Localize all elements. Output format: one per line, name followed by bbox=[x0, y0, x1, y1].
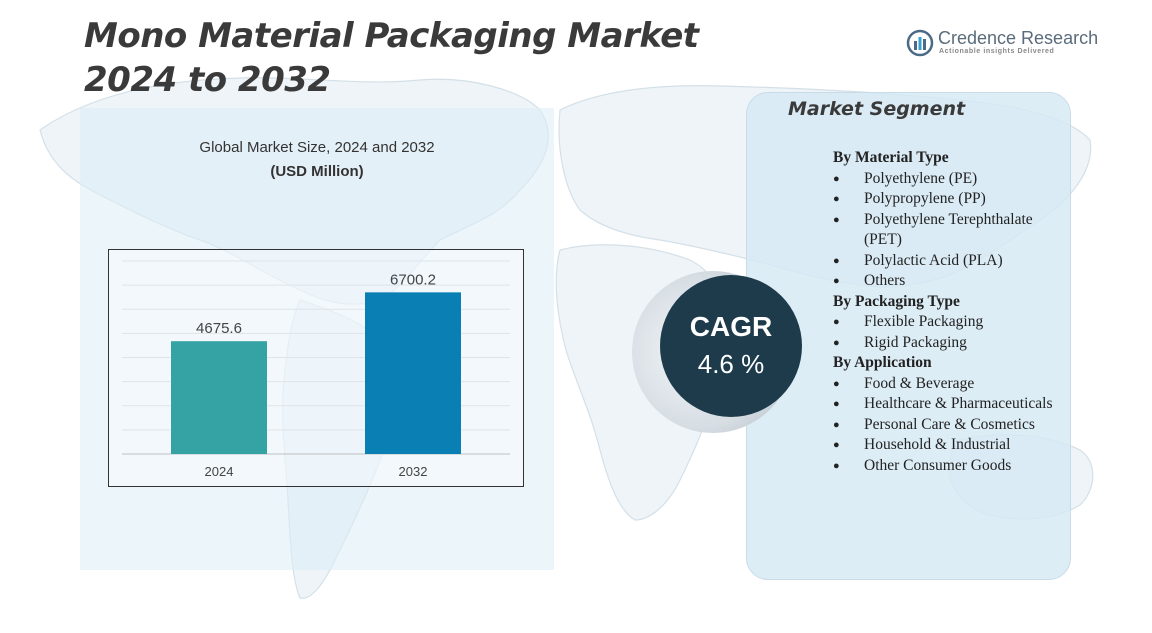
segment-title: Market Segment bbox=[788, 98, 966, 120]
bullet-icon: ● bbox=[833, 336, 840, 349]
chart-unit: (USD Million) bbox=[270, 163, 364, 180]
cagr-label: CAGR bbox=[689, 311, 773, 342]
segment-item: ● Household & Industrial bbox=[833, 435, 1063, 456]
segment-item: ● Other Consumer Goods bbox=[833, 456, 1063, 477]
bullet-icon: ● bbox=[833, 459, 840, 472]
title-line-2: 2024 to 2032 bbox=[84, 60, 331, 100]
segment-group-application: By Application ● Food & Beverage ● Healthc… bbox=[833, 353, 1063, 476]
bar-2032 bbox=[365, 292, 461, 454]
logo-name: Credence Research bbox=[938, 28, 1099, 48]
bullet-icon: ● bbox=[833, 439, 840, 451]
segment-group-material-type: By Material Type ● Polyethylene (PE) ● Pol… bbox=[833, 148, 1063, 292]
segment-group-packaging-type: By Packaging Type ● Flexible Packaging ● R… bbox=[833, 292, 1063, 354]
segment-item: ● Personal Care & Cosmetics bbox=[833, 415, 1063, 436]
x-tick-label: 2032 bbox=[399, 464, 428, 479]
title-line-1: Mono Material Packaging Market bbox=[84, 16, 699, 56]
segment-item: ● Others bbox=[833, 271, 1063, 292]
bullet-icon: ● bbox=[833, 398, 840, 410]
segment-item: ● Healthcare & Pharmaceuticals bbox=[833, 394, 1063, 415]
segment-item: ● Food & Beverage bbox=[833, 374, 1063, 395]
segment-item: ● Polylactic Acid (PLA) bbox=[833, 251, 1063, 272]
bullet-icon: ● bbox=[833, 213, 840, 226]
data-label: 4675.6 bbox=[196, 320, 242, 337]
segment-list: By Material Type ● Polyethylene (PE) ● Pol… bbox=[833, 148, 1063, 476]
page-title: Mono Material Packaging Market 2024 to 2… bbox=[84, 14, 699, 102]
bullet-icon: ● bbox=[833, 275, 840, 287]
bullet-icon: ● bbox=[833, 193, 840, 205]
segment-heading: By Packaging Type bbox=[833, 292, 960, 310]
bullet-icon: ● bbox=[833, 254, 840, 267]
data-label: 6700.2 bbox=[390, 271, 436, 288]
cagr-value: 4.6 % bbox=[697, 349, 765, 379]
segment-item: ● Polypropylene (PP) bbox=[833, 189, 1063, 210]
segment-item: ● Flexible Packaging bbox=[833, 312, 1063, 333]
bar-2024 bbox=[171, 341, 267, 454]
bullet-icon: ● bbox=[833, 172, 840, 185]
logo-icon bbox=[906, 29, 934, 57]
credence-research-logo: Credence Research Actionable insights De… bbox=[906, 28, 1099, 60]
chart-title: Global Market Size, 2024 and 2032 bbox=[199, 139, 435, 156]
bullet-icon: ● bbox=[833, 377, 840, 390]
chart-caption: Global Market Size, 2024 and 2032 (USD M… bbox=[80, 138, 554, 183]
segment-item: ● Rigid Packaging bbox=[833, 333, 1063, 354]
bar-chart: 4675.6 2024 6700.2 2032 bbox=[108, 249, 524, 487]
chart-panel bbox=[80, 108, 554, 570]
cagr-badge: CAGR 4.6 % bbox=[660, 275, 802, 417]
segment-item: ● Polyethylene Terephthalate (PET) bbox=[833, 210, 1033, 249]
segment-heading: By Application bbox=[833, 354, 932, 371]
bullet-icon: ● bbox=[833, 418, 840, 431]
logo-tagline: Actionable insights Delivered bbox=[939, 48, 1055, 55]
bullet-icon: ● bbox=[833, 316, 840, 328]
segment-heading: By Material Type bbox=[833, 149, 949, 166]
segment-item: ● Polyethylene (PE) bbox=[833, 169, 1063, 190]
x-tick-label: 2024 bbox=[205, 464, 234, 479]
